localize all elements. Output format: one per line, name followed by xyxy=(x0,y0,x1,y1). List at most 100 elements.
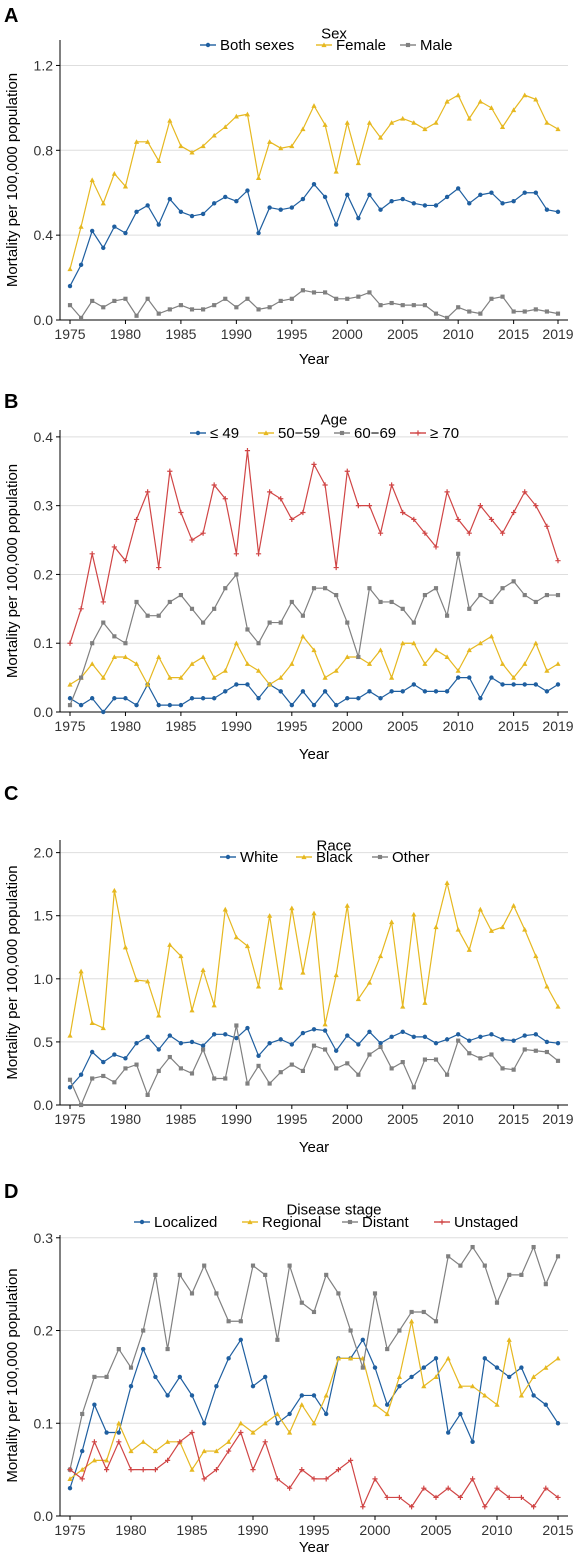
y-tick-label: 0.8 xyxy=(34,142,54,158)
data-point xyxy=(211,201,217,206)
data-point xyxy=(78,262,84,268)
data-point xyxy=(238,1337,243,1342)
data-point xyxy=(167,196,173,202)
data-point xyxy=(444,880,450,885)
data-point xyxy=(555,558,561,564)
series-1 xyxy=(67,880,561,1038)
data-point xyxy=(422,689,428,694)
data-point xyxy=(494,1300,500,1305)
data-point xyxy=(467,606,472,611)
data-point xyxy=(378,1040,383,1046)
data-point xyxy=(531,1244,536,1250)
data-point xyxy=(457,1494,463,1501)
data-point xyxy=(544,983,550,989)
data-point xyxy=(79,315,84,320)
data-point xyxy=(145,1034,150,1040)
data-point xyxy=(500,682,505,687)
data-point xyxy=(262,1439,268,1445)
data-point xyxy=(89,696,95,701)
data-point xyxy=(356,1072,361,1077)
data-point xyxy=(178,592,183,598)
data-point xyxy=(189,1393,195,1398)
data-point xyxy=(299,1300,304,1305)
data-point xyxy=(555,1254,561,1259)
data-point xyxy=(344,120,350,125)
data-point xyxy=(80,1411,85,1417)
data-point xyxy=(213,1467,219,1473)
y-tick-label: 0.5 xyxy=(34,1034,54,1050)
data-point xyxy=(422,1057,427,1062)
data-point xyxy=(156,654,162,660)
data-point xyxy=(145,1092,150,1097)
data-point xyxy=(511,675,517,680)
x-tick-label: 2015 xyxy=(498,326,529,342)
legend-item: White xyxy=(220,849,278,866)
data-point xyxy=(299,1402,305,1407)
data-point xyxy=(177,1374,182,1380)
data-point xyxy=(101,1073,106,1079)
data-point xyxy=(334,592,339,598)
y-axis-label: Mortality per 100,000 population xyxy=(4,1268,21,1482)
data-point xyxy=(67,1467,73,1473)
data-point xyxy=(256,1063,261,1068)
legend-label: Female xyxy=(336,37,386,54)
data-point xyxy=(123,1056,128,1061)
data-point xyxy=(200,654,206,660)
data-point xyxy=(422,661,428,666)
data-point xyxy=(499,124,506,130)
data-point xyxy=(145,978,151,984)
data-point xyxy=(165,1457,171,1463)
data-point xyxy=(111,887,117,893)
data-point xyxy=(178,702,184,708)
data-point xyxy=(200,143,206,149)
data-point xyxy=(300,196,306,202)
x-tick-label: 1975 xyxy=(54,1522,85,1538)
data-point xyxy=(478,592,483,598)
data-point xyxy=(226,1319,231,1324)
x-tick-label: 2005 xyxy=(387,1111,418,1127)
data-point xyxy=(544,592,549,598)
data-point xyxy=(356,1042,361,1047)
data-point xyxy=(360,1337,365,1342)
data-point xyxy=(140,1467,146,1473)
data-point xyxy=(289,702,295,708)
data-point xyxy=(478,1056,483,1061)
data-point xyxy=(507,1374,512,1380)
data-point xyxy=(366,503,373,509)
x-tick-label: 2019 xyxy=(542,718,573,734)
data-point xyxy=(267,913,273,918)
data-point xyxy=(389,300,394,306)
data-point xyxy=(506,1494,512,1501)
data-point xyxy=(348,1457,354,1463)
data-point xyxy=(267,1081,272,1086)
data-point xyxy=(422,1034,428,1040)
data-point xyxy=(466,647,472,653)
data-point xyxy=(345,1061,350,1066)
data-point xyxy=(466,115,472,121)
y-tick-label: 0.1 xyxy=(34,1415,54,1431)
data-point xyxy=(336,1291,341,1296)
data-point xyxy=(311,1027,317,1032)
data-point xyxy=(275,1421,280,1426)
data-point xyxy=(444,98,450,104)
series-1 xyxy=(67,92,561,272)
legend: White Black Other xyxy=(220,849,430,866)
data-point xyxy=(366,120,373,125)
data-point xyxy=(555,1003,561,1009)
data-point xyxy=(300,509,306,516)
data-point xyxy=(555,209,561,215)
series-0 xyxy=(67,1337,561,1491)
data-point xyxy=(274,1411,280,1417)
data-point xyxy=(377,953,384,959)
data-point xyxy=(389,482,395,488)
data-point xyxy=(213,1448,219,1454)
data-point xyxy=(455,516,461,523)
panel-d: D Disease stage 0.0 0.1 0.2 0.3 1975 1980 1985 19… xyxy=(4,1181,574,1556)
data-point xyxy=(189,1291,195,1296)
x-tick-label: 1985 xyxy=(165,1111,196,1127)
data-point xyxy=(123,641,128,646)
data-point xyxy=(167,702,173,708)
x-tick-label: 2019 xyxy=(542,1111,573,1127)
data-point xyxy=(494,1402,500,1407)
data-point xyxy=(205,42,211,48)
